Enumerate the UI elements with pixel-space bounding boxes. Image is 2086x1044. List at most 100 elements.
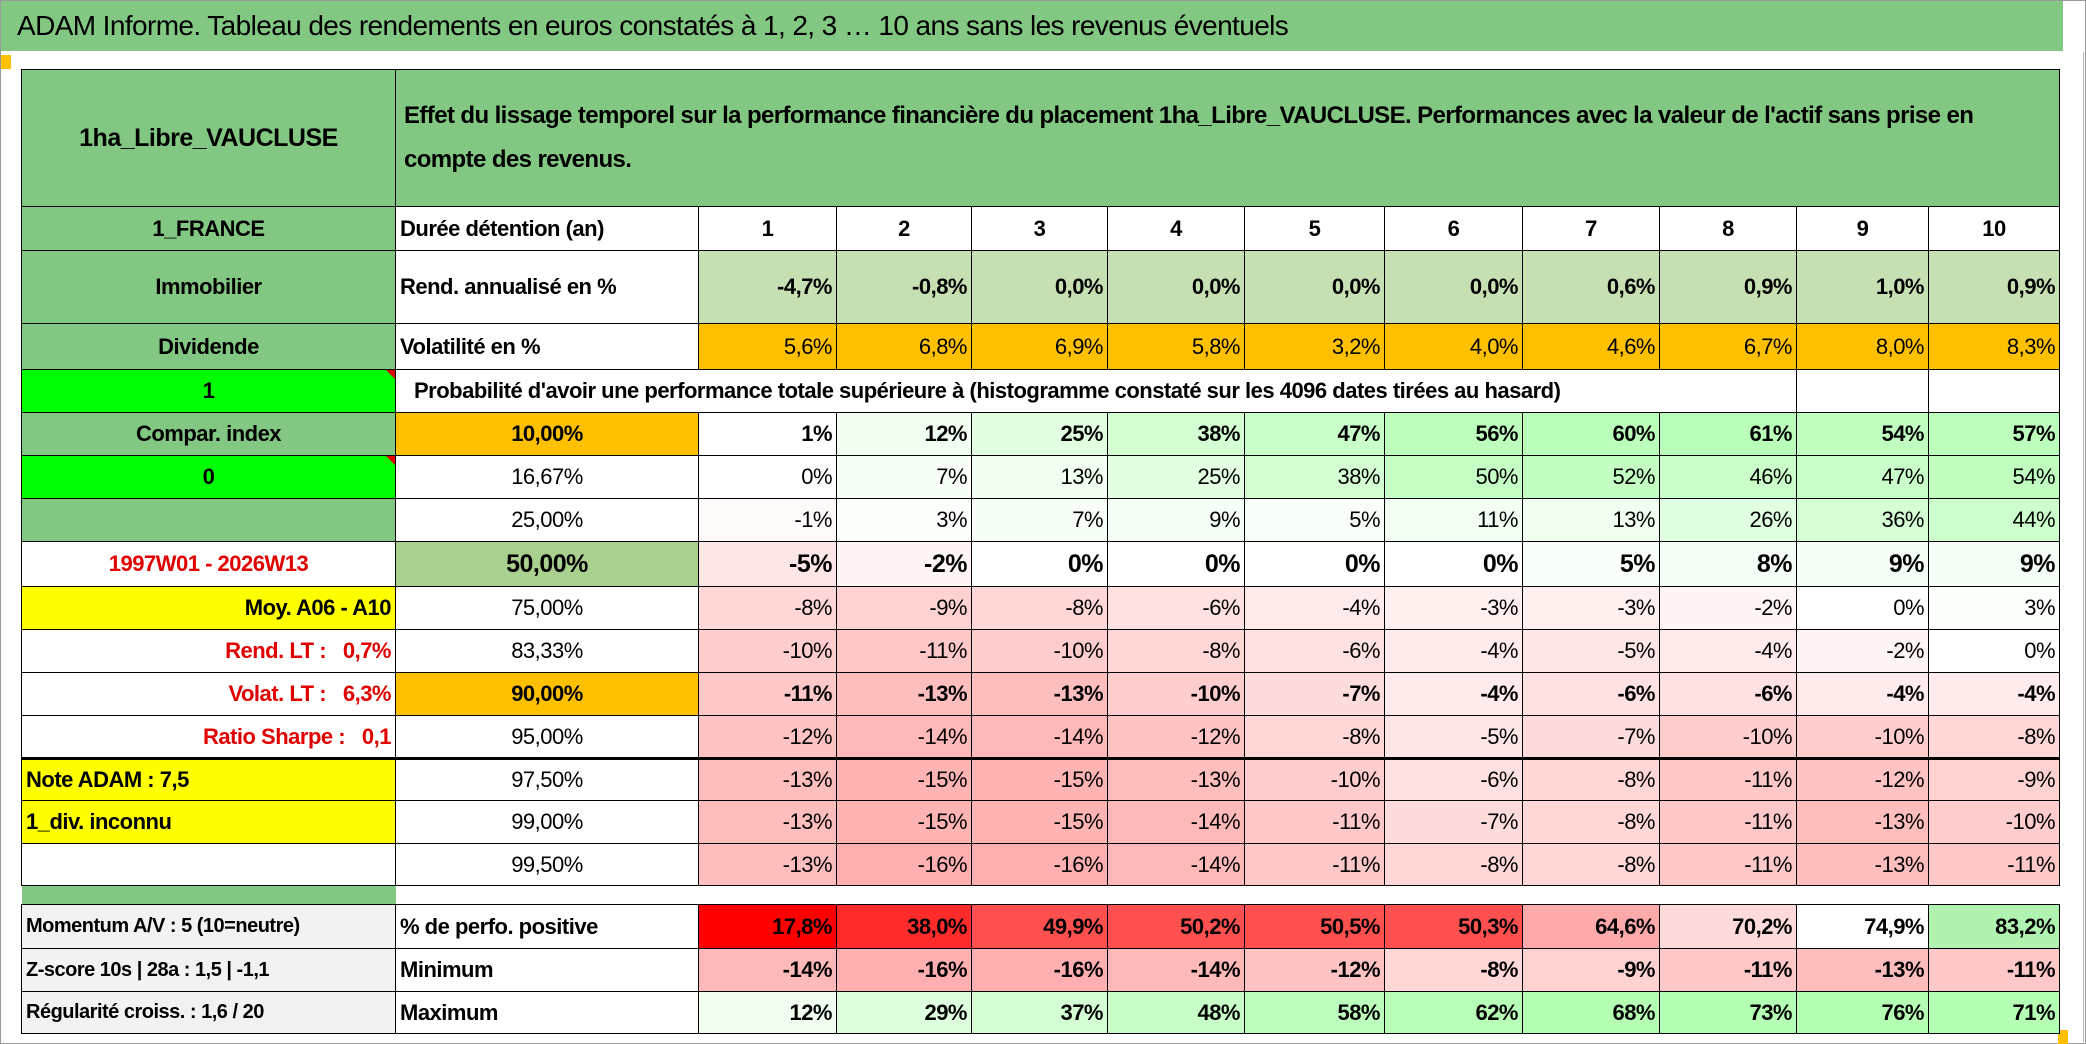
summary-value: 49,9% bbox=[971, 904, 1108, 949]
duration-value: 8 bbox=[1659, 206, 1797, 251]
quantile-label: 75,00% bbox=[395, 586, 699, 630]
quantile-value: -6% bbox=[1107, 586, 1245, 630]
quantile-value: -9% bbox=[1927, 758, 2061, 801]
quantile-value: -10% bbox=[1796, 715, 1929, 760]
quantile-value: -10% bbox=[971, 629, 1108, 673]
volatility-value: 6,8% bbox=[836, 323, 972, 370]
volatility-row: Dividende Volatilité en % 5,6% 6,8% 6,9% 5,8%… bbox=[21, 323, 2061, 370]
spacer-row bbox=[21, 885, 2060, 905]
volatility-value: 5,6% bbox=[698, 323, 837, 370]
quantile-value: 47% bbox=[1796, 455, 1929, 499]
summary-value: 50,2% bbox=[1107, 904, 1245, 949]
country-label: 1_FRANCE bbox=[21, 206, 396, 251]
quantile-label: 90,00% bbox=[395, 672, 699, 716]
quantile-value: -14% bbox=[1107, 800, 1245, 844]
summary-value: 64,6% bbox=[1522, 904, 1660, 949]
quantile-value: 0% bbox=[1927, 629, 2061, 673]
quantile-value: -8% bbox=[1384, 843, 1523, 886]
quantile-value: 9% bbox=[1927, 541, 2061, 587]
quantile-label: 99,50% bbox=[395, 843, 699, 886]
average-label: Moy. A06 - A10 bbox=[21, 586, 396, 630]
quantile-value: -8% bbox=[1927, 715, 2061, 760]
quantile-value: 7% bbox=[971, 498, 1108, 542]
quantile-value: -11% bbox=[1927, 843, 2061, 886]
quantile-value: 52% bbox=[1522, 455, 1660, 499]
quantile-label: 16,67% bbox=[395, 455, 699, 499]
quantile-value: -8% bbox=[1522, 843, 1660, 886]
quantile-value: 57% bbox=[1927, 412, 2061, 456]
flag-zero: 0 bbox=[21, 455, 396, 499]
quantile-value: -2% bbox=[836, 541, 972, 587]
quantile-value: 13% bbox=[971, 455, 1108, 499]
quantile-label: 10,00% bbox=[395, 412, 699, 456]
empty-cell bbox=[1927, 369, 2061, 413]
quantile-value: -9% bbox=[836, 586, 972, 630]
probability-header: Probabilité d'avoir une performance tota… bbox=[395, 369, 1797, 413]
summary-value: 70,2% bbox=[1659, 904, 1797, 949]
income-type-label: Dividende bbox=[21, 323, 396, 370]
quantile-value: -11% bbox=[1659, 800, 1797, 844]
quantile-value: -7% bbox=[1384, 800, 1523, 844]
category-label: Immobilier bbox=[21, 250, 396, 324]
quantile-value: 7% bbox=[836, 455, 972, 499]
compar-index-label: Compar. index bbox=[21, 412, 396, 456]
quantile-value: -5% bbox=[698, 541, 837, 587]
quantile-value: -8% bbox=[1522, 800, 1660, 844]
summary-value: 74,9% bbox=[1796, 904, 1929, 949]
summary-value: -14% bbox=[1107, 948, 1245, 992]
quantile-value: -13% bbox=[698, 758, 837, 801]
probability-header-row: 1 Probabilité d'avoir une performance tot… bbox=[21, 369, 2061, 413]
annual-return-value: 0,9% bbox=[1927, 250, 2061, 324]
quantile-row: 99,50% -13% -16% -16% -14% -11% -8% -8% -11% -13%… bbox=[21, 843, 2061, 886]
volatility-value: 4,6% bbox=[1522, 323, 1660, 370]
summary-value: 50,5% bbox=[1244, 904, 1385, 949]
summary-value: 50,3% bbox=[1384, 904, 1523, 949]
quantile-label: 95,00% bbox=[395, 715, 699, 760]
quantile-value: -10% bbox=[1927, 800, 2061, 844]
quantile-value: -2% bbox=[1796, 629, 1929, 673]
volatility-value: 8,3% bbox=[1927, 323, 2061, 370]
quantile-value: 25% bbox=[1107, 455, 1245, 499]
quantile-value: -8% bbox=[971, 586, 1108, 630]
summary-value: 73% bbox=[1659, 991, 1797, 1034]
quantile-value: -15% bbox=[836, 800, 972, 844]
report-title: ADAM Informe. Tableau des rendements en … bbox=[17, 10, 1289, 41]
summary-row: Momentum A/V : 5 (10=neutre)% de perfo. … bbox=[21, 904, 2061, 949]
quantile-value: -11% bbox=[1244, 843, 1385, 886]
quantile-value: 13% bbox=[1522, 498, 1660, 542]
quantile-label: 83,33% bbox=[395, 629, 699, 673]
quantile-value: 54% bbox=[1927, 455, 2061, 499]
empty-cell bbox=[1796, 369, 1929, 413]
quantile-value: 8% bbox=[1659, 541, 1797, 587]
quantile-row: Compar. index 10,00% 1% 12% 25% 38% 47% 56% 60% 6… bbox=[21, 412, 2061, 456]
quantile-value: 9% bbox=[1107, 498, 1245, 542]
long-term-volatility: Volat. LT : 6,3% bbox=[21, 672, 396, 716]
quantile-value: 54% bbox=[1796, 412, 1929, 456]
quantile-value: -7% bbox=[1244, 672, 1385, 716]
quantile-value: -7% bbox=[1522, 715, 1660, 760]
quantile-value: 60% bbox=[1522, 412, 1660, 456]
period-label: 1997W01 - 2026W13 bbox=[21, 541, 396, 587]
summary-value: -9% bbox=[1522, 948, 1660, 992]
quantile-value: 0% bbox=[698, 455, 837, 499]
quantile-value: -11% bbox=[698, 672, 837, 716]
quantile-value: -13% bbox=[698, 800, 837, 844]
table-description: Effet du lissage temporel sur la perform… bbox=[394, 69, 2061, 207]
quantile-value: 25% bbox=[971, 412, 1108, 456]
quantile-value: 0% bbox=[1244, 541, 1385, 587]
summary-value: 62% bbox=[1384, 991, 1523, 1034]
quantile-row: Ratio Sharpe : 0,1 95,00% -12% -14% -14% -12%… bbox=[21, 715, 2061, 760]
spacer-cell bbox=[21, 885, 396, 905]
quantile-value: -15% bbox=[836, 758, 972, 801]
duration-value: 2 bbox=[836, 206, 972, 251]
quantile-row: Rend. LT : 0,7% 83,33% -10% -11% -10% -8% -6% -… bbox=[21, 629, 2061, 673]
quantile-value: -11% bbox=[836, 629, 972, 673]
quantile-value: 5% bbox=[1522, 541, 1660, 587]
quantile-value: 11% bbox=[1384, 498, 1523, 542]
quantile-value: -4% bbox=[1244, 586, 1385, 630]
annual-return-label: Rend. annualisé en % bbox=[395, 250, 699, 324]
quantile-value: -6% bbox=[1244, 629, 1385, 673]
summary-value: 68% bbox=[1522, 991, 1660, 1034]
quantile-value: -13% bbox=[1796, 800, 1929, 844]
annual-return-value: 0,0% bbox=[971, 250, 1108, 324]
